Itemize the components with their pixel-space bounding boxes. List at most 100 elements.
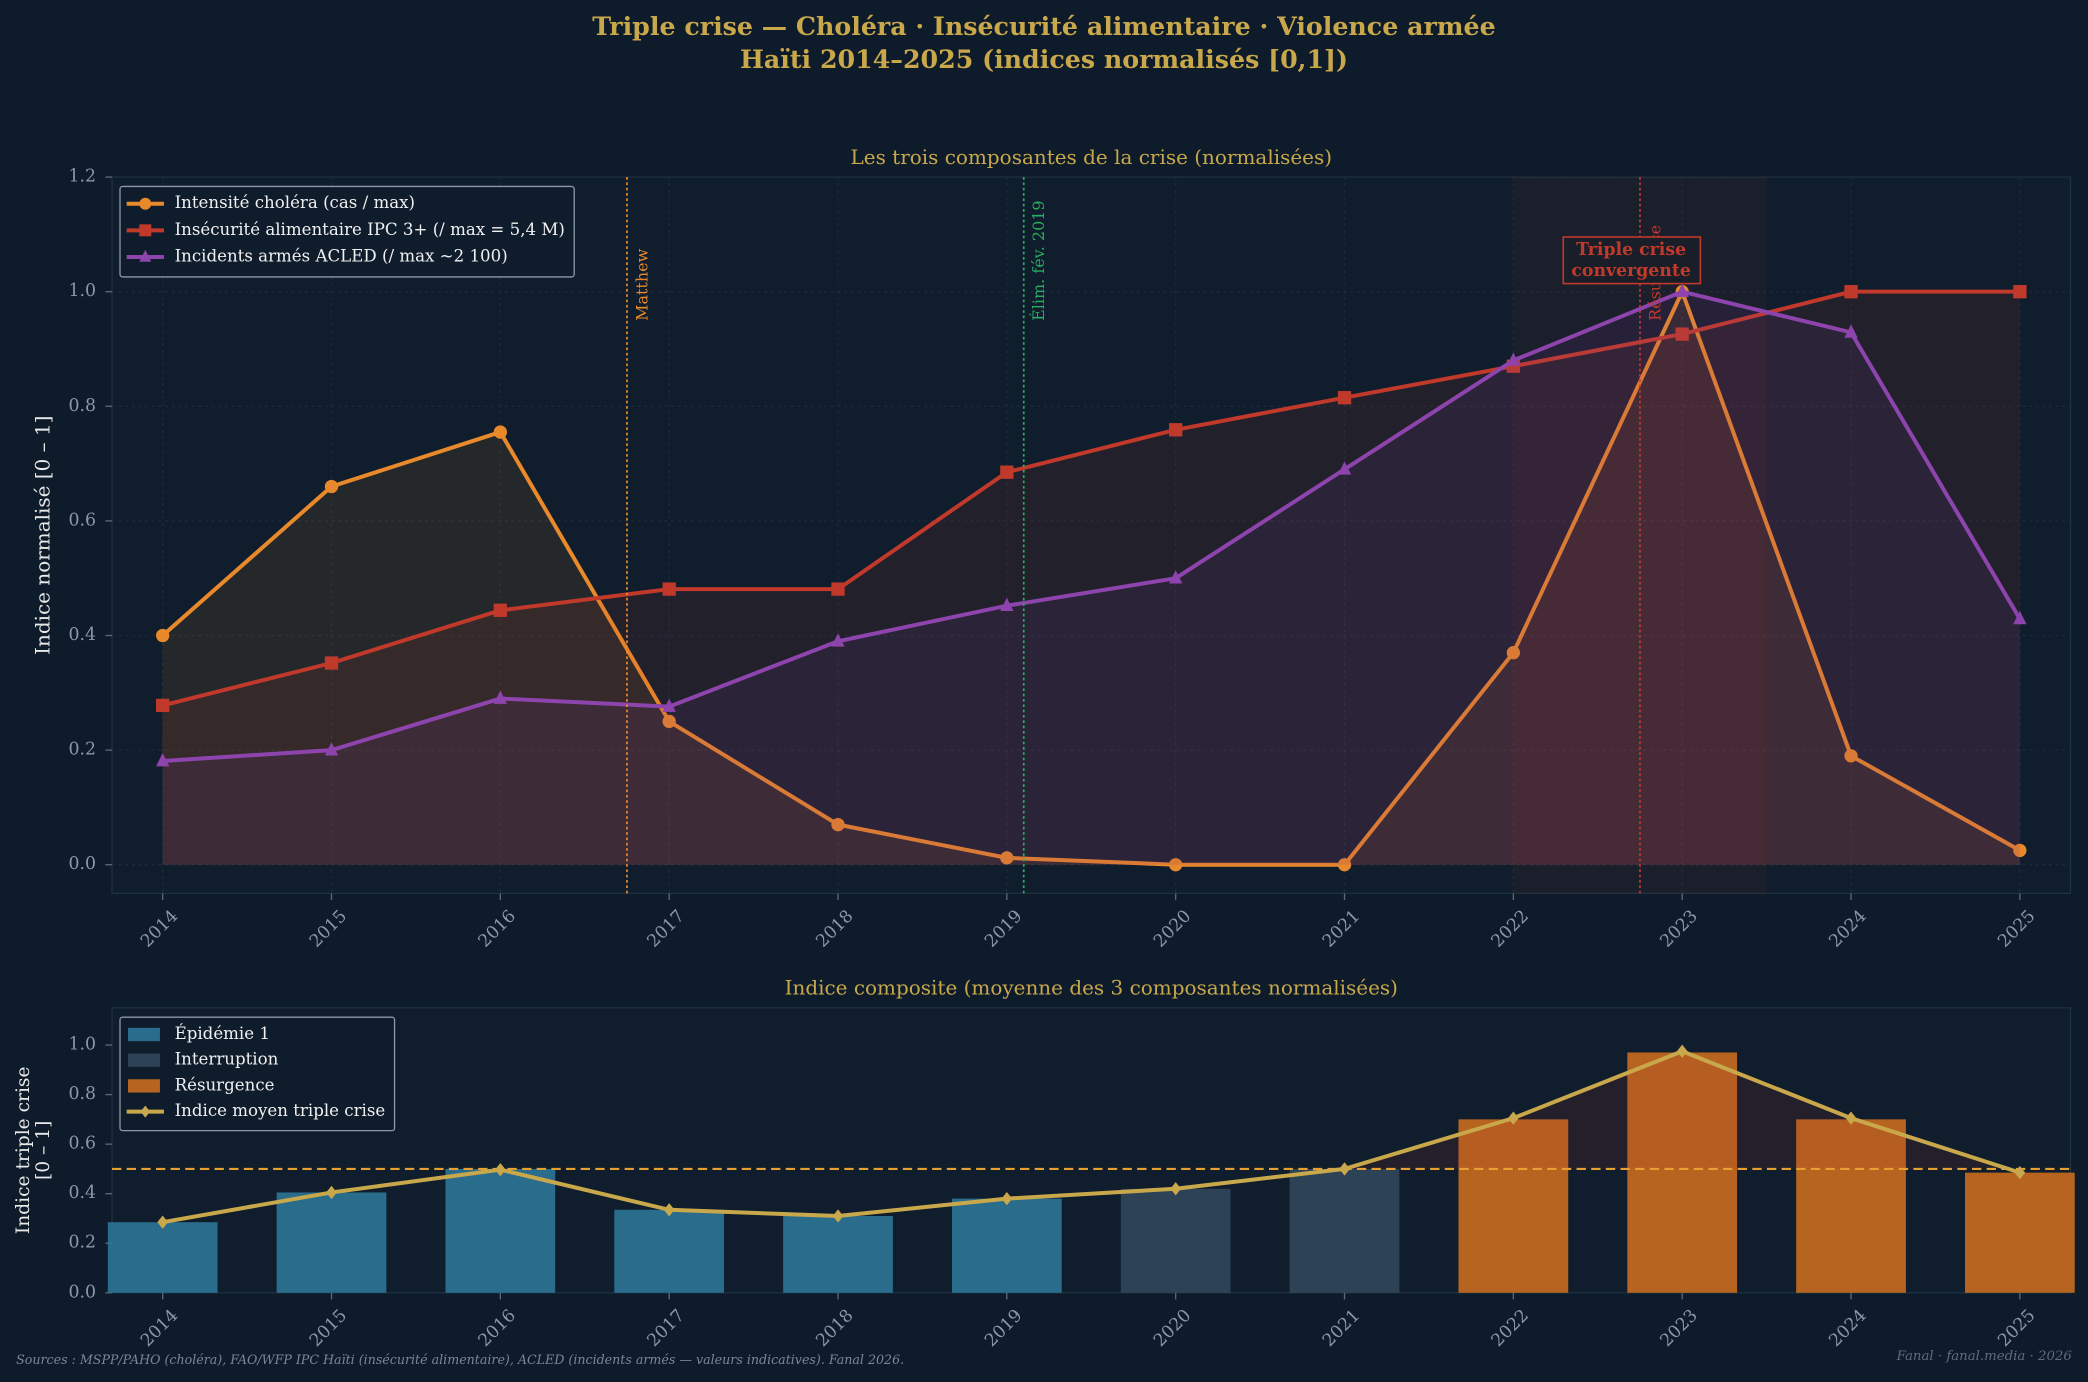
marker xyxy=(139,197,152,210)
marker xyxy=(1844,749,1858,763)
y-axis-label: [0 – 1] xyxy=(33,1121,54,1180)
bar xyxy=(1458,1119,1569,1293)
subplot-title: Indice composite (moyenne des 3 composan… xyxy=(785,976,1398,1000)
y-tick-label: 0.6 xyxy=(69,510,97,530)
marker xyxy=(1506,352,1521,366)
bar xyxy=(1627,1052,1738,1293)
marker xyxy=(493,603,507,617)
marker xyxy=(831,582,845,596)
marker xyxy=(1169,423,1183,437)
annotation: convergente xyxy=(1571,261,1690,281)
legend-swatch xyxy=(127,1027,160,1042)
bar xyxy=(1796,1119,1906,1293)
y-axis-label: Indice normalisé [0 – 1] xyxy=(31,416,55,655)
marker xyxy=(1337,858,1352,872)
credit: Fanal · fanal.media · 2026 xyxy=(1896,1349,2073,1364)
y-tick-label: 0.8 xyxy=(69,1084,97,1104)
marker xyxy=(139,224,152,237)
annotation-box xyxy=(1562,236,1702,285)
y-axis-label: Indice triple crise xyxy=(13,1067,34,1235)
sources: Sources : MSPP/PAHO (choléra), FAO/WFP I… xyxy=(16,1352,904,1367)
marker xyxy=(326,1185,337,1200)
marker xyxy=(156,698,170,713)
legend-label: Indice moyen triple crise xyxy=(175,1101,386,1120)
title: Triple crise — Choléra · Insécurité alim… xyxy=(592,11,1495,41)
marker xyxy=(1844,285,1858,299)
bar xyxy=(1120,1188,1231,1293)
legend-label: Interruption xyxy=(175,1050,279,1069)
bar xyxy=(783,1215,893,1293)
bar xyxy=(445,1168,556,1293)
y-tick-label: 0.2 xyxy=(69,1233,97,1253)
y-tick-label: 0.2 xyxy=(69,740,97,760)
event-label: Élim. fév. 2019 xyxy=(1028,200,1048,320)
marker xyxy=(1675,283,1689,298)
marker xyxy=(324,656,339,670)
bar xyxy=(276,1192,387,1293)
marker xyxy=(831,817,845,832)
event-label: Matthew xyxy=(632,248,651,320)
marker xyxy=(2013,610,2027,625)
y-tick-label: 0.0 xyxy=(69,1282,97,1302)
bar xyxy=(1289,1168,1400,1293)
marker xyxy=(1508,1111,1519,1125)
y-tick-label: 1.0 xyxy=(69,1035,97,1055)
line xyxy=(162,289,2020,708)
excess-area xyxy=(1344,1051,2009,1169)
marker xyxy=(1845,1111,1857,1125)
y-tick-label: 1.0 xyxy=(69,281,97,301)
subplot-title: Les trois composantes de la crise (norma… xyxy=(851,145,1333,169)
bar xyxy=(107,1222,218,1293)
marker xyxy=(832,1209,844,1223)
marker xyxy=(1506,646,1521,660)
y-tick-label: 0.0 xyxy=(69,854,97,874)
plot-area xyxy=(111,176,2072,895)
line xyxy=(162,289,2022,763)
legend-label: Insécurité alimentaire IPC 3+ (/ max = 5… xyxy=(175,220,565,239)
marker xyxy=(1844,324,1858,338)
legend-box xyxy=(119,185,575,278)
marker xyxy=(2013,285,2027,299)
line xyxy=(162,1049,2021,1225)
y-tick-label: 0.6 xyxy=(69,1134,97,1154)
bar xyxy=(951,1198,1062,1293)
marker xyxy=(662,698,676,712)
marker xyxy=(324,479,339,494)
title: Haïti 2014–2025 (indices normalisés [0,1… xyxy=(740,44,1348,74)
marker xyxy=(1170,1182,1182,1196)
bar xyxy=(614,1209,725,1293)
legend-label: Résurgence xyxy=(175,1075,275,1094)
marker xyxy=(662,582,676,596)
marker xyxy=(1337,461,1352,475)
marker xyxy=(140,1105,151,1118)
marker xyxy=(2013,843,2027,858)
y-tick-label: 1.2 xyxy=(69,167,97,187)
marker xyxy=(156,628,170,643)
legend-swatch xyxy=(127,1053,160,1067)
plot-area xyxy=(111,1007,2072,1294)
legend-label: Épidémie 1 xyxy=(175,1023,270,1043)
y-tick-label: 0.8 xyxy=(69,396,97,416)
legend-box xyxy=(119,1016,396,1132)
y-tick-label: 0.4 xyxy=(69,1183,97,1203)
marker xyxy=(493,690,507,704)
marker xyxy=(493,425,507,439)
line xyxy=(161,286,2021,867)
marker xyxy=(1169,858,1183,872)
marker xyxy=(1169,570,1183,584)
marker xyxy=(1000,597,1014,612)
marker xyxy=(662,714,676,729)
marker xyxy=(156,753,170,767)
bar xyxy=(1964,1172,2075,1293)
marker xyxy=(1000,851,1014,865)
legend-swatch xyxy=(127,1079,160,1093)
marker xyxy=(1339,1162,1350,1176)
marker xyxy=(1337,391,1352,405)
marker xyxy=(1675,327,1689,341)
legend-label: Incidents armés ACLED (/ max ~2 100) xyxy=(175,246,508,265)
marker xyxy=(1000,465,1014,479)
annotation: Triple crise xyxy=(1576,240,1686,260)
marker xyxy=(139,249,152,262)
marker xyxy=(663,1203,675,1217)
